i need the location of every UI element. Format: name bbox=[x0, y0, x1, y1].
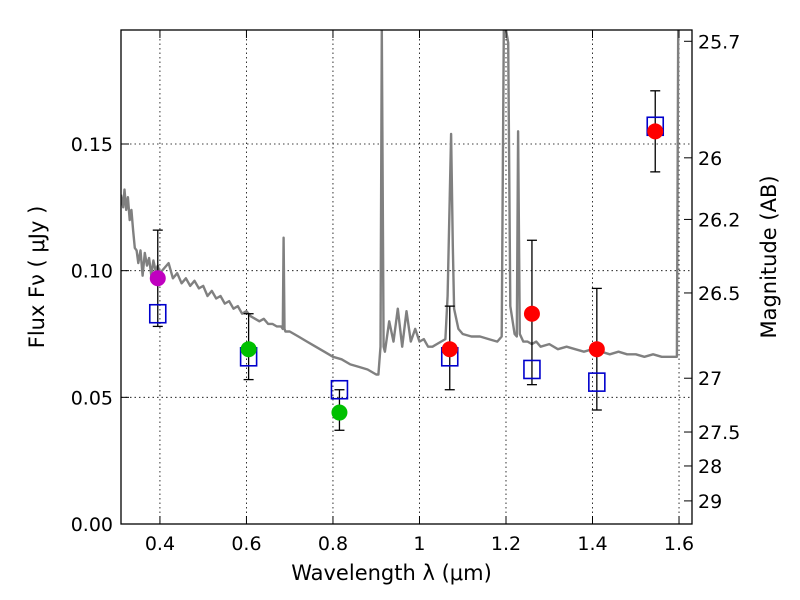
observed-point bbox=[331, 404, 348, 421]
y2-tick-label: 26.5 bbox=[698, 283, 740, 305]
x-tick-label: 1.4 bbox=[577, 533, 607, 555]
model-point-square bbox=[148, 303, 167, 324]
x-axis-title: Wavelength λ (μm) bbox=[291, 561, 492, 585]
y2-tick-label: 26.2 bbox=[698, 209, 740, 231]
y-tick-label: 0.15 bbox=[71, 134, 113, 156]
model-point-square bbox=[330, 379, 349, 400]
x-tick-label: 1.2 bbox=[491, 533, 521, 555]
axis-labels: 0.4 0.6 0.8 1 1.2 1.4 1.6 0.00 0.05 0.10 0.15 25.7 2… bbox=[25, 31, 781, 585]
axis-ticks bbox=[121, 30, 692, 525]
y2-tick-label: 27.5 bbox=[698, 422, 740, 444]
model-point-square bbox=[523, 359, 541, 380]
x-tick-label: 0.4 bbox=[145, 533, 175, 555]
observed-point bbox=[588, 341, 605, 358]
y2-tick-label: 26 bbox=[698, 148, 722, 170]
plot-frame bbox=[120, 29, 693, 525]
observed-point bbox=[523, 305, 540, 322]
observed-point bbox=[441, 341, 458, 358]
y-tick-label: 0.05 bbox=[71, 387, 113, 409]
y2-axis-title: Magnitude (AB) bbox=[757, 175, 781, 338]
model-spectrum-line bbox=[121, 30, 680, 376]
observed-point bbox=[149, 270, 166, 287]
x-tick-label: 1 bbox=[413, 533, 425, 555]
grid bbox=[121, 30, 692, 525]
x-tick-label: 1.6 bbox=[664, 533, 694, 555]
y2-tick-label: 25.7 bbox=[698, 31, 740, 53]
y-tick-label: 0.10 bbox=[71, 261, 113, 283]
x-tick-label: 0.6 bbox=[231, 533, 261, 555]
x-tick-label: 0.8 bbox=[318, 533, 348, 555]
y2-tick-label: 28 bbox=[698, 456, 722, 478]
plot-area bbox=[121, 30, 680, 431]
y-axis-title: Flux Fν ( μJy ) bbox=[25, 206, 49, 349]
y2-tick-label: 29 bbox=[698, 491, 722, 513]
observed-point bbox=[240, 341, 257, 358]
y2-tick-label: 27 bbox=[698, 368, 722, 390]
model-point-square bbox=[588, 372, 606, 392]
y-tick-label: 0.00 bbox=[71, 514, 113, 536]
observed-point bbox=[647, 123, 664, 140]
